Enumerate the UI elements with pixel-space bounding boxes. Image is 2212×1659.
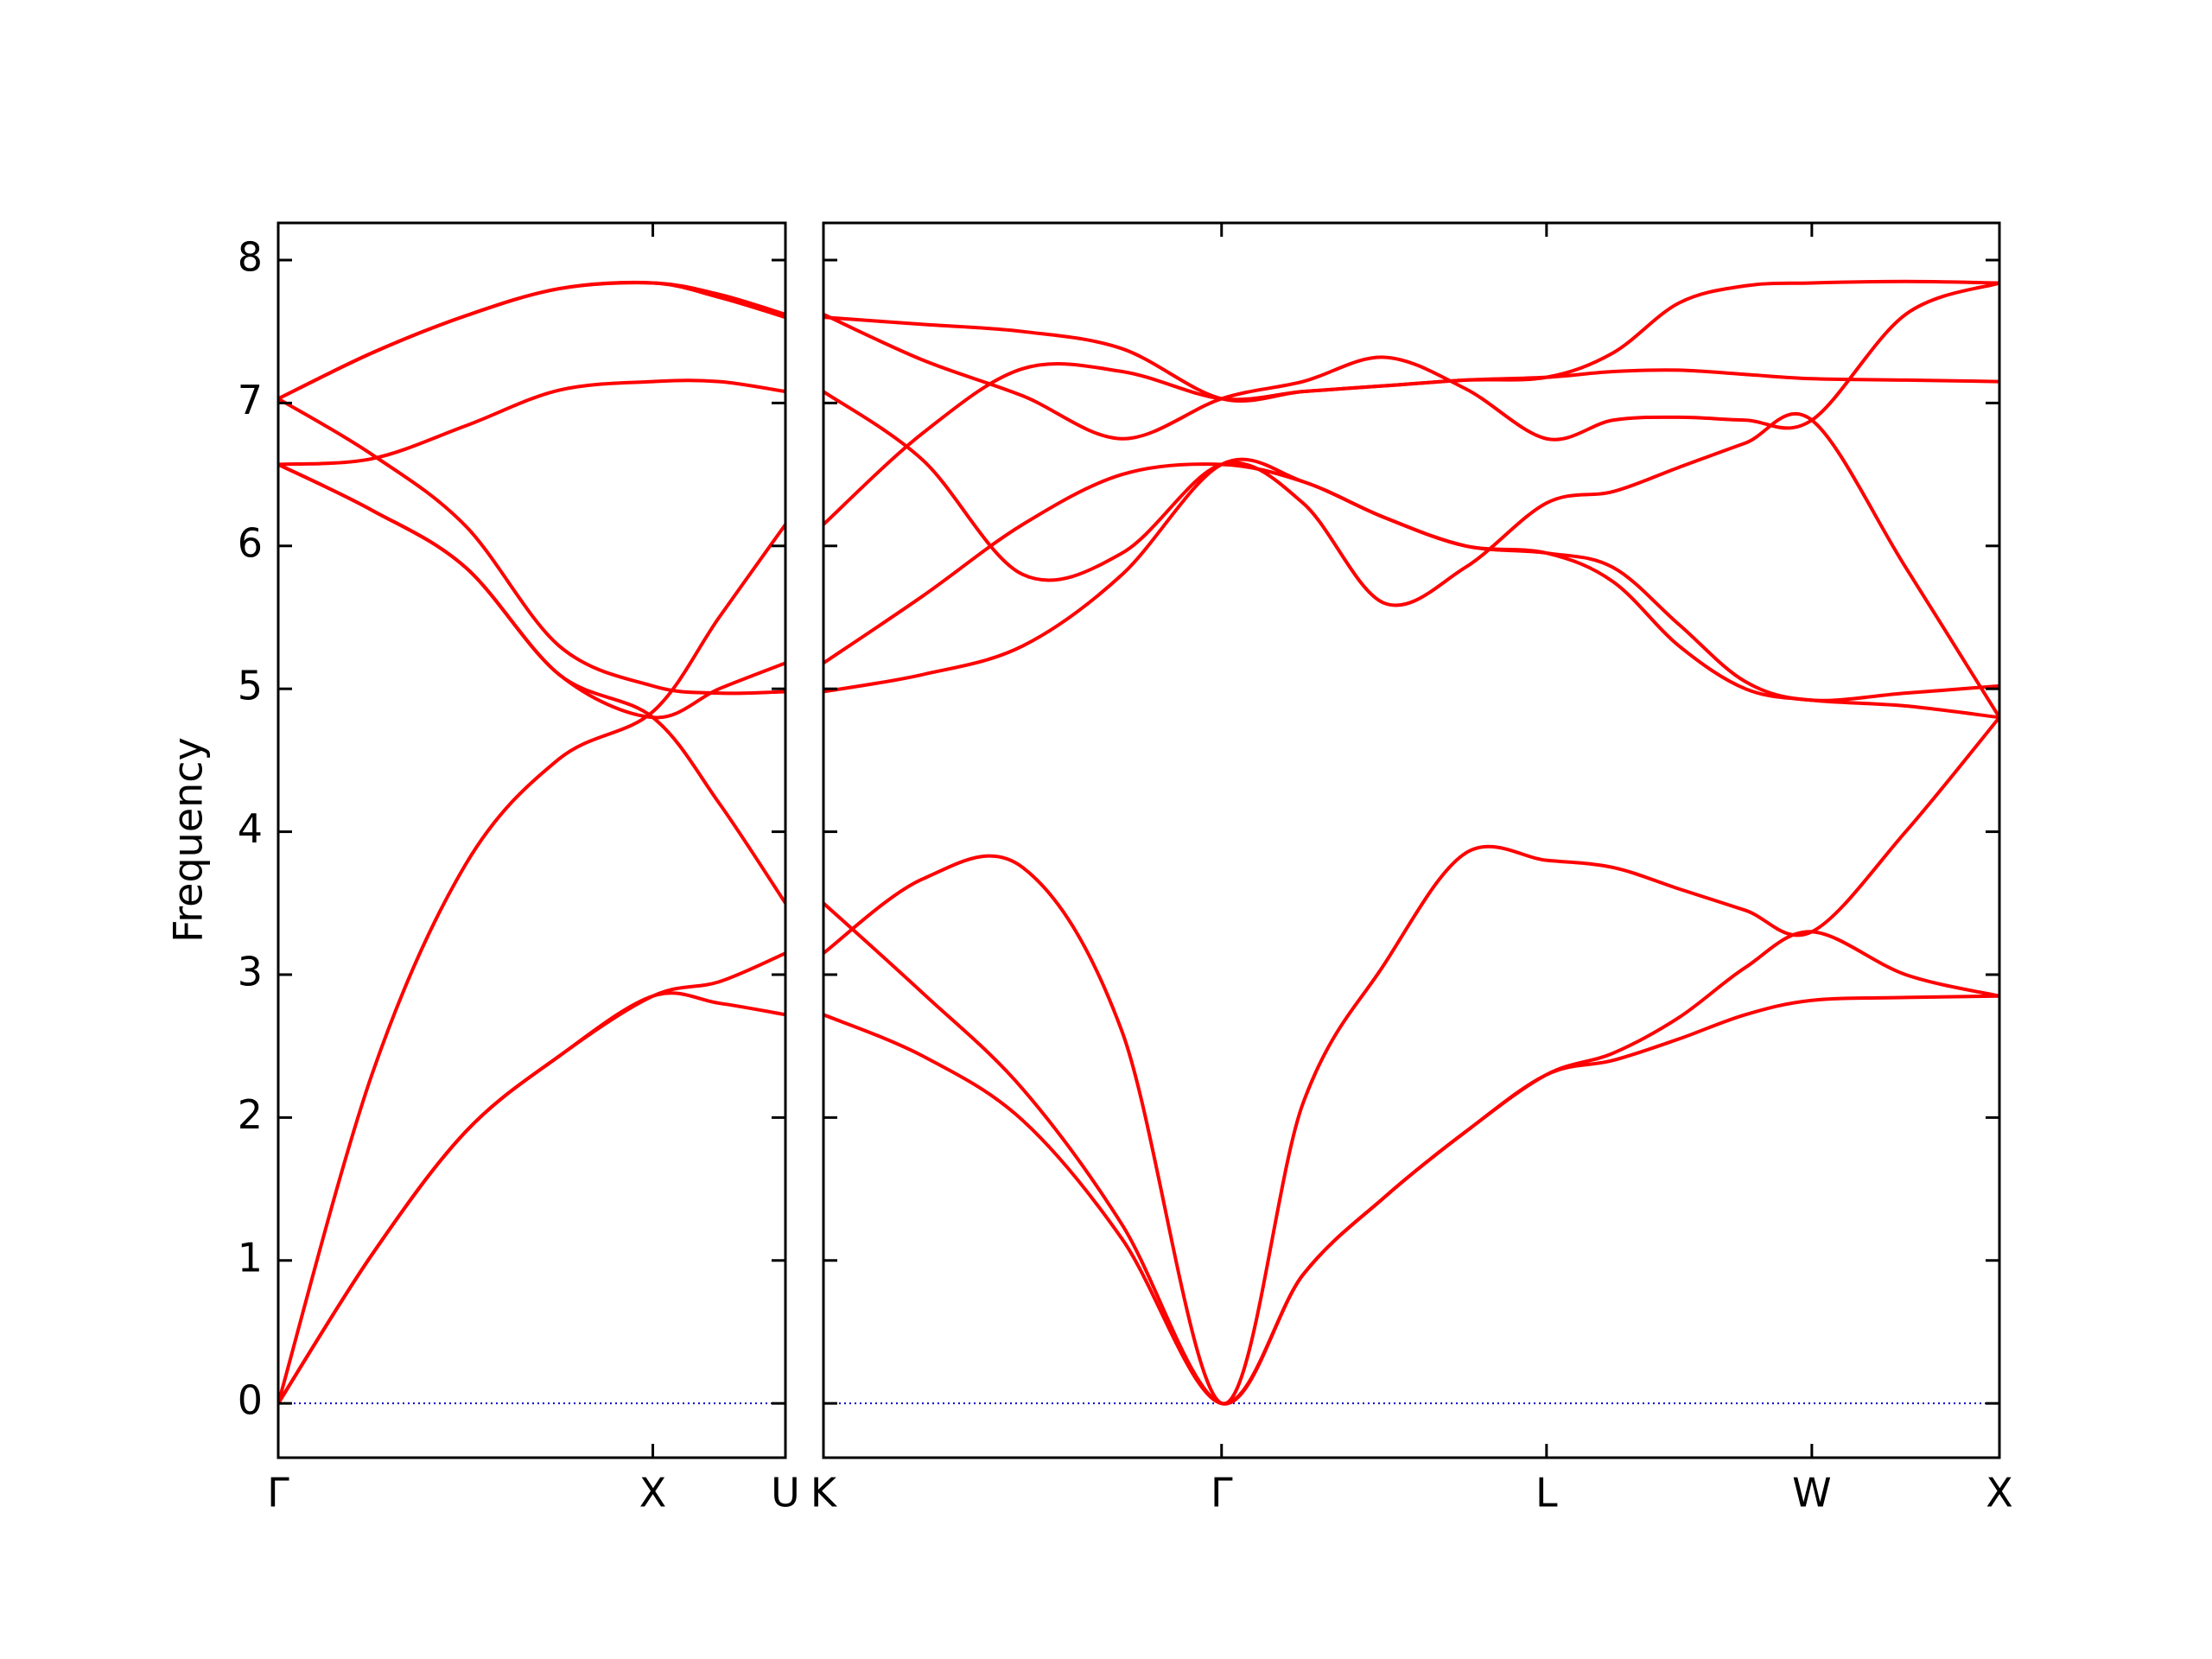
band-line (278, 462, 785, 720)
y-tick-label: 2 (238, 1091, 263, 1138)
band-line (823, 462, 1999, 702)
band-line (823, 901, 1999, 1406)
plot-area (823, 279, 1999, 1406)
band-line (278, 281, 785, 401)
y-tick-label: 0 (238, 1377, 263, 1424)
plot-area (278, 280, 785, 1405)
band-line (823, 390, 1999, 719)
band-line (823, 715, 1999, 1406)
x-tick-label: X (639, 1470, 667, 1516)
y-tick-label: 4 (238, 805, 263, 852)
x-tick-label: W (1792, 1470, 1831, 1516)
y-tick-label: 7 (238, 377, 263, 423)
band-line (823, 457, 1999, 720)
y-tick-label: 1 (238, 1234, 263, 1281)
band-line (823, 279, 1999, 403)
y-tick-label: 5 (238, 663, 263, 709)
y-tick-label: 3 (238, 948, 263, 995)
x-tick-label: K (810, 1470, 838, 1516)
band-line (278, 397, 785, 696)
axes-frame (276, 221, 787, 1459)
y-axis-label: Frequency (165, 737, 212, 943)
y-tick-label: 6 (238, 519, 263, 566)
band-line (278, 991, 785, 1405)
x-tick-label: Γ (1211, 1470, 1233, 1516)
axes-frame (822, 221, 2001, 1459)
band-line (278, 462, 785, 905)
x-tick-label: X (1986, 1470, 2013, 1516)
band-line (278, 523, 785, 1404)
band-line (278, 378, 785, 467)
band-line (278, 951, 785, 1405)
x-tick-label: Γ (267, 1470, 289, 1516)
band-line (823, 281, 1999, 442)
x-tick-label: U (771, 1470, 800, 1516)
x-tick-label: L (1535, 1470, 1558, 1516)
band-line (823, 994, 1999, 1406)
y-tick-label: 8 (238, 234, 263, 281)
